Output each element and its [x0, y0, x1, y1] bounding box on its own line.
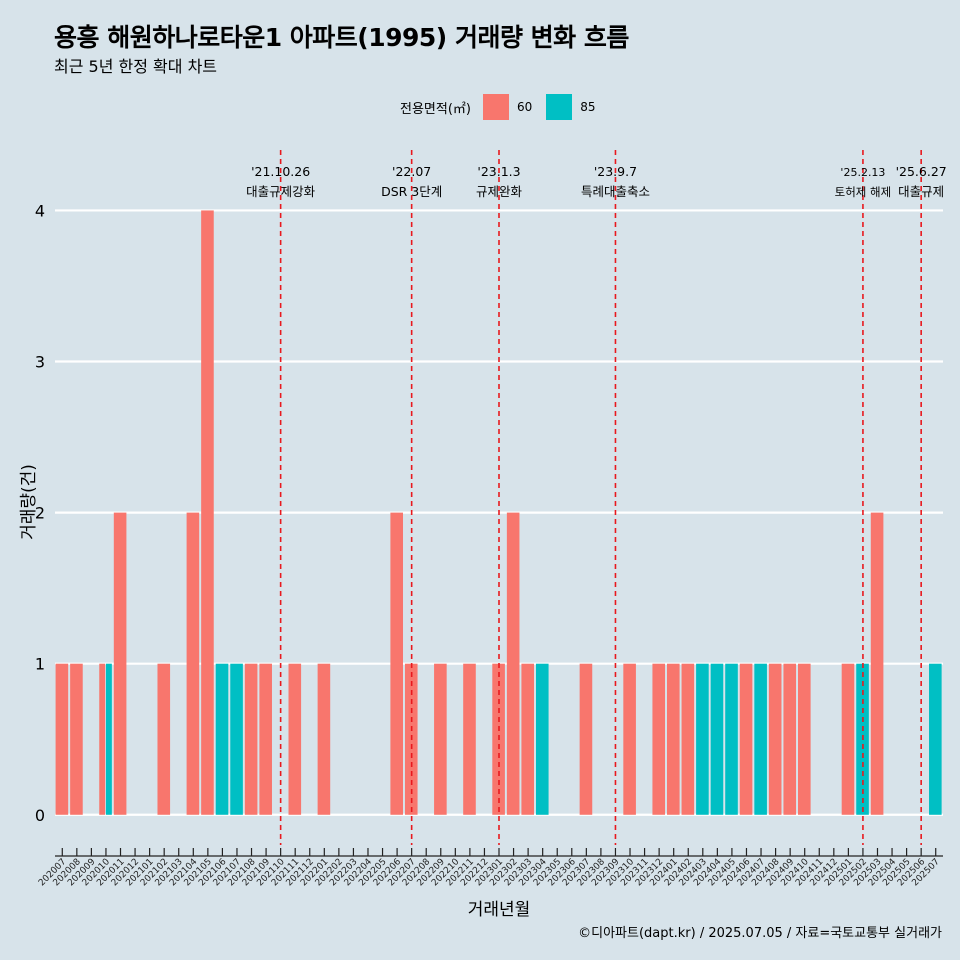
bar-60-202007 [55, 663, 69, 815]
chart-subtitle: 최근 5년 한정 확대 차트 [54, 57, 218, 76]
bar-85-202507 [929, 663, 942, 815]
bar-85-202304 [535, 663, 549, 815]
chart-title: 용흥 해원하나로타운1 아파트(1995) 거래량 변화 흐름 [54, 23, 629, 52]
bar-60-202408 [768, 663, 782, 815]
bar-60-202209 [434, 663, 447, 815]
bar-85-202407 [754, 663, 767, 815]
y-axis-title: 거래량(건) [19, 464, 39, 540]
bar-85-202404 [710, 663, 724, 815]
event-name-label: 대출규제강화 [246, 184, 316, 199]
event-date-label: '25.6.27 [896, 164, 947, 179]
bar-60-202201 [317, 663, 331, 815]
bar-60-202410 [798, 663, 811, 815]
legend-label-60: 60 [516, 100, 533, 114]
bar-60-202310 [623, 663, 636, 815]
bar-60-202302 [506, 512, 520, 815]
legend-key-60 [482, 94, 509, 120]
bar-60-202401 [666, 663, 680, 815]
bar-85-202106 [215, 663, 229, 815]
bar-60-202011 [113, 512, 127, 815]
bar-85-202403 [696, 663, 709, 815]
legend-label-85: 85 [580, 100, 596, 114]
bar-85-202405 [725, 663, 738, 815]
bar-60-202307 [579, 663, 593, 815]
bar-60-202108 [244, 663, 258, 815]
bar-60-202406 [739, 663, 753, 815]
bar-85-202010 [105, 663, 112, 815]
event-date-label: '23.1.3 [477, 164, 520, 179]
source-caption: ©디아파트(dapt.kr) / 2025.07.05 / 자료=국토교통부 실… [578, 926, 942, 941]
event-name-label: 규제완화 [476, 184, 523, 199]
legend-key-85 [546, 94, 573, 120]
bar-60-202501 [841, 663, 855, 815]
bar-60-202010 [99, 663, 106, 815]
bar-60-202111 [288, 663, 302, 815]
bar-60-202303 [521, 663, 535, 815]
bar-85-202107 [230, 663, 243, 815]
event-name-label: 대출규제 [898, 184, 944, 199]
bar-60-202102 [157, 663, 171, 815]
bar-60-202206 [390, 512, 403, 815]
bar-60-202104 [186, 512, 200, 815]
event-name-label: 특례대출축소 [581, 184, 650, 199]
bar-60-202312 [652, 663, 666, 815]
y-tick-label: 2 [35, 504, 45, 523]
bar-60-202109 [259, 663, 272, 815]
event-date-label: '25.2.13 [840, 166, 885, 179]
y-tick-label: 3 [35, 353, 45, 372]
event-date-label: '21.10.26 [251, 164, 310, 179]
bar-60-202008 [70, 663, 83, 815]
y-tick-label: 1 [35, 655, 45, 674]
bar-60-202211 [463, 663, 476, 815]
legend: 전용면적(㎡) 60 85 [400, 92, 610, 122]
bar-60-202503 [870, 512, 884, 815]
bar-60-202105 [201, 210, 214, 815]
x-axis-title: 거래년월 [468, 900, 531, 920]
event-name-label: 토허제 해제 [835, 185, 892, 199]
event-date-label: '22.07 [392, 164, 431, 179]
legend-title: 전용면적(㎡) [400, 101, 471, 117]
y-tick-label: 4 [35, 201, 45, 220]
event-name-label: DSR 3단계 [381, 184, 442, 199]
bar-60-202402 [681, 663, 695, 815]
y-tick-label: 0 [35, 806, 45, 825]
bar-60-202409 [783, 663, 797, 815]
event-date-label: '23.9.7 [594, 164, 637, 179]
